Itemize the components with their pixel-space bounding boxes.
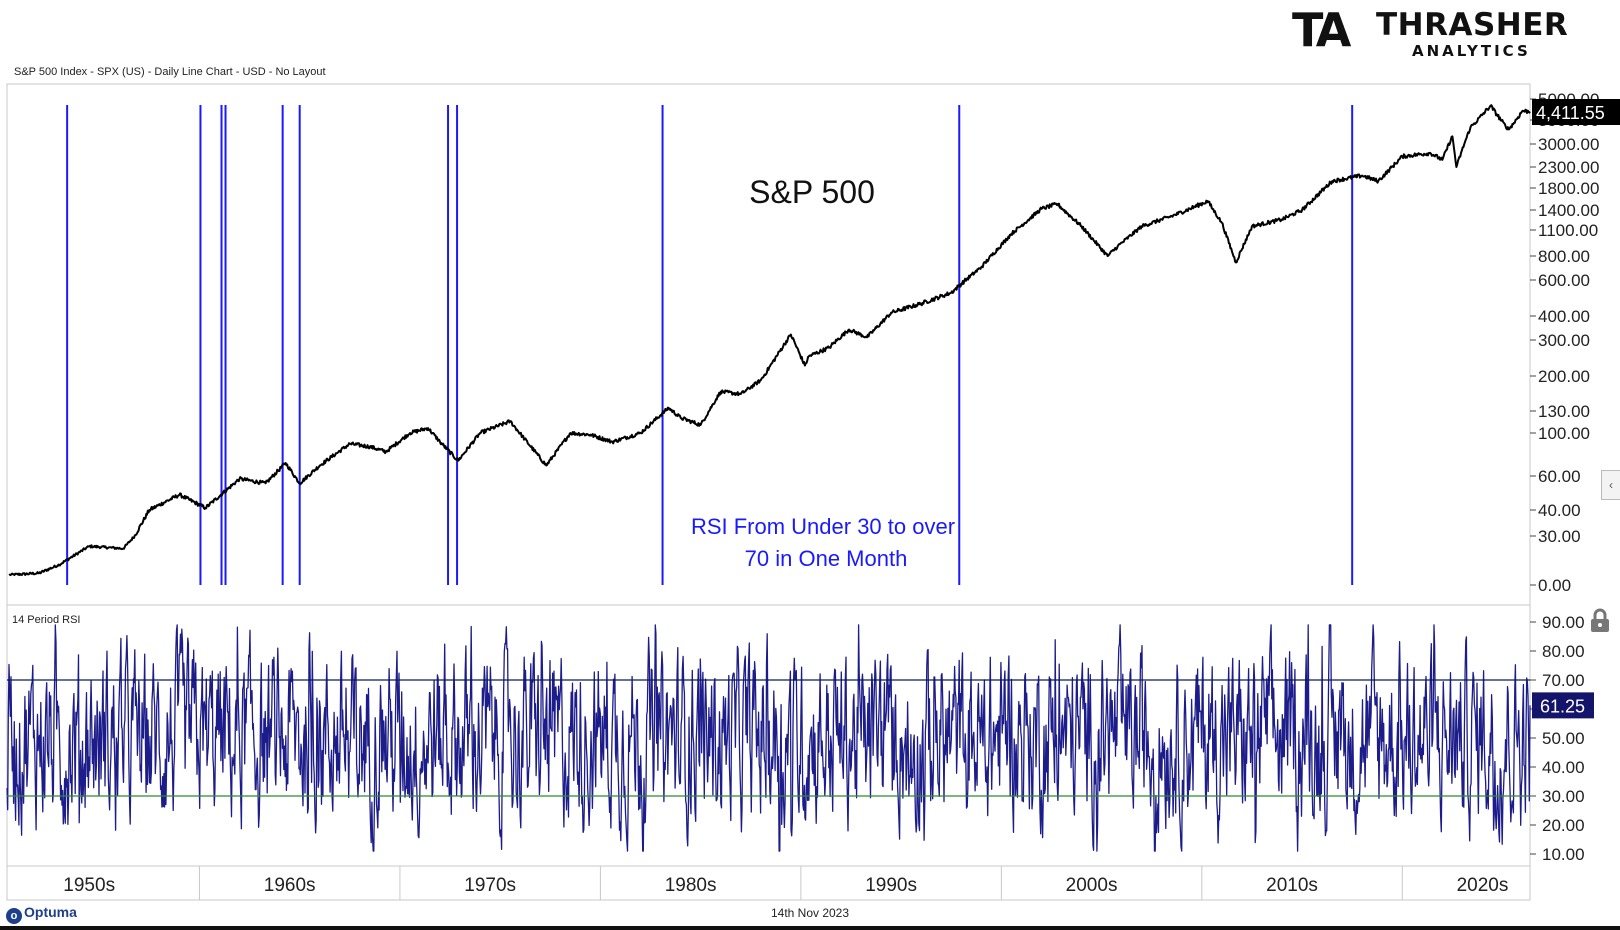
footer-date: 14th Nov 2023 (770, 906, 850, 920)
x-axis-label: 2020s (1457, 875, 1509, 896)
rsi-y-tick-label: 40.00 (1542, 758, 1585, 777)
annotation-line-2: 70 in One Month (745, 546, 908, 571)
price-y-tick-label: 600.00 (1538, 271, 1590, 290)
collapse-panel-icon[interactable]: ‹ (1601, 470, 1620, 500)
price-y-tick-label: 1400.00 (1538, 201, 1599, 220)
price-y-tick-label: 400.00 (1538, 307, 1590, 326)
price-y-tick-label: 130.00 (1538, 402, 1590, 421)
price-y-tick-label: 0.00 (1538, 576, 1571, 595)
brand-mark: TA (1292, 3, 1351, 57)
price-chart-title: S&P 500 (749, 174, 875, 210)
brand-subtitle: ANALYTICS (1412, 42, 1531, 60)
x-axis-label: 2010s (1266, 875, 1318, 896)
x-axis-label: 1980s (665, 875, 717, 896)
price-y-tick-label: 30.00 (1538, 527, 1581, 546)
price-y-tick-label: 200.00 (1538, 367, 1590, 386)
price-y-tick-label: 1100.00 (1538, 221, 1598, 240)
sp500-price-line (8, 104, 1531, 577)
thrasher-analytics-logo: TA THRASHER ANALYTICS (1292, 4, 1592, 60)
rsi-y-tick-label: 80.00 (1542, 642, 1585, 661)
chart-description: S&P 500 Index - SPX (US) - Daily Line Ch… (14, 66, 326, 78)
rsi-y-tick-label: 30.00 (1542, 787, 1585, 806)
rsi-y-tick-label: 70.00 (1542, 671, 1585, 690)
brand-name: THRASHER (1376, 7, 1569, 43)
x-axis-frame (6, 865, 1531, 901)
rsi-panel-title: 14 Period RSI (12, 614, 80, 626)
x-axis-label: 1950s (63, 875, 115, 896)
price-y-tick-label: 2300.00 (1538, 158, 1599, 177)
last-rsi-label: 61.25 (1540, 696, 1585, 716)
last-price-badge (1532, 99, 1620, 125)
rsi-line (6, 624, 1531, 852)
price-y-tick-label: 1800.00 (1538, 179, 1599, 198)
price-y-tick-label: 3000.00 (1538, 135, 1599, 154)
x-axis-label: 1990s (865, 875, 917, 896)
last-rsi-badge (1532, 692, 1594, 719)
bottom-bar (0, 926, 1620, 930)
optuma-logo: o Optuma (6, 904, 77, 924)
lock-icon[interactable] (1588, 608, 1612, 634)
price-y-tick-label: 60.00 (1538, 467, 1581, 486)
annotation-line-1: RSI From Under 30 to over (691, 514, 955, 539)
optuma-icon: o (6, 908, 22, 924)
price-y-tick-label: 800.00 (1538, 247, 1590, 266)
rsi-y-tick-label: 10.00 (1542, 845, 1585, 864)
rsi-y-tick-label: 90.00 (1542, 613, 1585, 632)
price-y-tick-label: 300.00 (1538, 331, 1590, 350)
rsi-y-tick-label: 20.00 (1542, 816, 1585, 835)
rsi-y-tick-label: 50.00 (1542, 729, 1585, 748)
price-y-tick-label: 100.00 (1538, 424, 1590, 443)
price-y-tick-label: 40.00 (1538, 501, 1581, 520)
x-axis-label: 1960s (264, 875, 316, 896)
x-axis-label: 2000s (1066, 875, 1118, 896)
x-axis-label: 1970s (464, 875, 516, 896)
last-price-label: 4,411.55 (1536, 103, 1605, 123)
